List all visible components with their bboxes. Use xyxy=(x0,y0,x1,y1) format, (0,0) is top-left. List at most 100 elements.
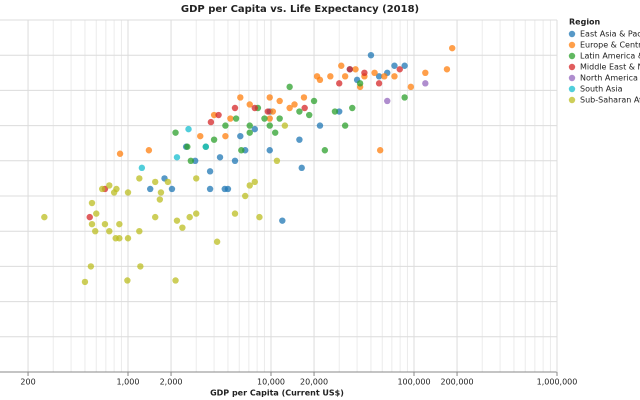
point xyxy=(93,210,100,217)
point xyxy=(116,150,124,157)
point xyxy=(246,182,253,189)
point xyxy=(186,213,193,221)
point xyxy=(187,157,195,164)
point xyxy=(341,73,349,80)
point xyxy=(206,168,214,175)
point xyxy=(193,210,200,217)
point xyxy=(222,122,229,129)
point xyxy=(224,185,232,193)
point xyxy=(371,69,378,77)
legend-swatch xyxy=(568,85,576,93)
point xyxy=(266,115,273,122)
point xyxy=(215,111,222,119)
legend: Region East Asia & Pacific Europe & Centra… xyxy=(568,18,640,105)
point xyxy=(449,44,456,52)
point xyxy=(286,104,293,112)
point xyxy=(164,178,172,186)
point xyxy=(281,122,289,129)
legend-swatch xyxy=(568,63,576,71)
point xyxy=(116,235,123,242)
point xyxy=(86,213,93,221)
point xyxy=(266,94,273,101)
legend-swatch xyxy=(568,74,576,82)
legend-swatch xyxy=(568,96,576,104)
point xyxy=(106,182,113,189)
point xyxy=(197,132,204,140)
point xyxy=(152,213,159,221)
point xyxy=(376,147,384,154)
point xyxy=(81,278,89,286)
point xyxy=(266,147,273,154)
point xyxy=(237,132,244,140)
point xyxy=(298,164,305,172)
point xyxy=(384,97,391,105)
point xyxy=(87,263,95,270)
point xyxy=(349,104,356,112)
legend-label: Europe & Central Asia xyxy=(580,41,640,50)
point xyxy=(210,136,218,143)
point xyxy=(231,104,239,112)
x-tick-label: 20,000 xyxy=(300,378,328,387)
point xyxy=(443,66,451,73)
point xyxy=(269,108,277,115)
point xyxy=(124,189,132,196)
point xyxy=(172,277,179,284)
point xyxy=(92,228,99,235)
point xyxy=(168,185,176,193)
point xyxy=(327,73,334,80)
point xyxy=(246,101,253,108)
point xyxy=(286,83,293,91)
x-tick-label: 10,000 xyxy=(257,378,285,387)
point xyxy=(256,213,263,221)
point xyxy=(336,80,343,87)
point xyxy=(346,66,354,73)
x-tick-label: 200,000 xyxy=(441,378,474,387)
point xyxy=(246,129,253,136)
legend-label: South Asia xyxy=(580,85,623,94)
legend-label: North America xyxy=(580,74,638,83)
legend-label: Middle East & North Africa xyxy=(580,63,640,72)
point xyxy=(375,73,383,80)
point xyxy=(246,122,253,129)
point xyxy=(331,108,339,115)
point xyxy=(136,175,143,182)
point xyxy=(352,66,359,73)
x-tick-label: 1,000 xyxy=(117,378,140,387)
point xyxy=(313,73,321,80)
point xyxy=(375,80,383,87)
marks xyxy=(41,44,456,286)
legend-swatch xyxy=(568,41,576,49)
point xyxy=(222,132,229,140)
point xyxy=(251,104,258,112)
point xyxy=(116,220,123,228)
point xyxy=(266,122,273,129)
point xyxy=(157,189,165,196)
point xyxy=(238,147,245,154)
point xyxy=(124,277,131,284)
point xyxy=(137,263,144,270)
point xyxy=(261,115,268,122)
point xyxy=(202,143,210,150)
point xyxy=(391,62,398,69)
point xyxy=(172,129,179,136)
legend-swatch xyxy=(568,30,576,38)
legend-title: Region xyxy=(569,18,601,27)
point xyxy=(216,154,224,161)
point xyxy=(138,164,146,172)
point xyxy=(98,185,106,193)
axes: 1002001,0002,00010,00020,000100,000200,0… xyxy=(0,20,577,387)
point xyxy=(391,73,398,80)
point xyxy=(367,52,375,59)
point xyxy=(273,157,281,164)
point xyxy=(316,122,324,129)
point xyxy=(213,238,221,245)
point xyxy=(296,108,303,115)
point xyxy=(241,192,249,200)
point xyxy=(407,83,415,91)
x-tick-label: 200 xyxy=(20,378,35,387)
point xyxy=(306,111,313,119)
point xyxy=(401,94,408,101)
point xyxy=(147,185,154,193)
point xyxy=(88,199,96,207)
